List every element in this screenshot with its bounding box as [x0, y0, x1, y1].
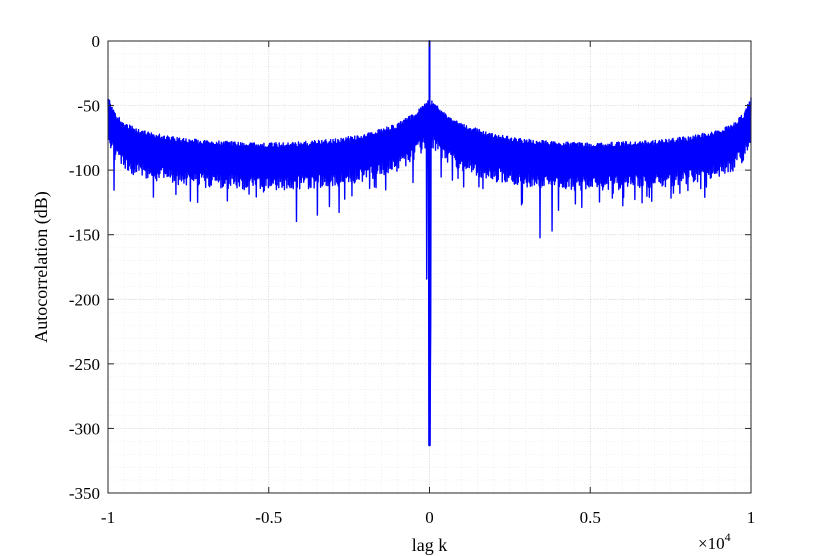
x-tick-label: 0 [425, 508, 434, 527]
y-tick-label: -150 [69, 226, 100, 245]
y-tick-label: -250 [69, 355, 100, 374]
zero-lag-peak [428, 40, 431, 447]
x-exponent-base: ×10 [698, 534, 725, 553]
y-tick-label: 0 [92, 32, 101, 51]
x-tick-label: -1 [101, 508, 115, 527]
tick-marks [107, 40, 752, 494]
y-tick-label: -50 [77, 97, 100, 116]
x-tick-label: -0.5 [255, 508, 282, 527]
x-tick-label: 1 [747, 508, 756, 527]
y-tick-label: -300 [69, 419, 100, 438]
x-tick-label: 0.5 [580, 508, 601, 527]
x-tick-labels: -1 -0.5 0 0.5 1 [101, 508, 755, 527]
y-axis-title: Autocorrelation (dB) [31, 191, 52, 342]
x-axis-title: lag k [412, 535, 448, 555]
y-tick-label: -100 [69, 161, 100, 180]
y-tick-label: -200 [69, 290, 100, 309]
x-exponent-power: 4 [725, 530, 731, 544]
y-tick-label: -350 [69, 484, 100, 503]
y-tick-labels: 0 -50 -100 -150 -200 -250 -300 -350 [69, 32, 100, 503]
x-axis-exponent: ×104 [698, 530, 731, 553]
